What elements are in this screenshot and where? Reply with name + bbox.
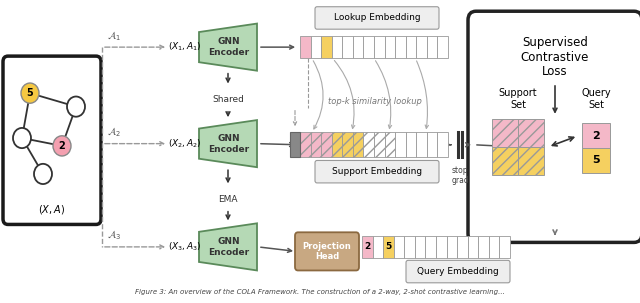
Text: $\mathcal{A}_2$: $\mathcal{A}_2$: [107, 125, 121, 139]
Bar: [582, 123, 610, 148]
Circle shape: [21, 83, 39, 103]
Text: $\mathcal{A}_1$: $\mathcal{A}_1$: [107, 29, 121, 43]
Polygon shape: [199, 120, 257, 167]
Text: 5: 5: [592, 155, 600, 165]
Polygon shape: [199, 24, 257, 71]
FancyBboxPatch shape: [315, 161, 439, 183]
Circle shape: [13, 128, 31, 148]
Bar: [406, 132, 416, 157]
Bar: [332, 132, 342, 157]
FancyBboxPatch shape: [315, 7, 439, 29]
Text: stop
grad: stop grad: [451, 166, 469, 185]
Text: Query
Set: Query Set: [581, 88, 611, 110]
Bar: [427, 36, 437, 58]
Text: Figure 3: An overview of the COLA Framework. The construction of a 2-way, 2-shot: Figure 3: An overview of the COLA Framew…: [135, 289, 505, 295]
Bar: [427, 132, 437, 157]
Text: 2: 2: [592, 131, 600, 141]
Text: EMA: EMA: [218, 195, 237, 204]
Bar: [310, 132, 321, 157]
Text: $(X_2,A_2)$: $(X_2,A_2)$: [168, 137, 202, 150]
Text: Query Embedding: Query Embedding: [417, 267, 499, 276]
Bar: [364, 36, 374, 58]
Bar: [582, 148, 610, 173]
Bar: [385, 132, 395, 157]
Bar: [290, 132, 300, 157]
Bar: [468, 236, 478, 258]
Text: Support
Set: Support Set: [499, 88, 538, 110]
Bar: [478, 236, 489, 258]
Bar: [489, 236, 499, 258]
Bar: [437, 132, 448, 157]
Text: GNN
Encoder: GNN Encoder: [209, 37, 250, 57]
Circle shape: [34, 164, 52, 184]
Text: 2: 2: [59, 141, 65, 151]
Circle shape: [53, 136, 71, 156]
Text: $\mathcal{A}_3$: $\mathcal{A}_3$: [107, 228, 121, 242]
Text: Supervised: Supervised: [522, 36, 588, 49]
Text: Support Embedding: Support Embedding: [332, 167, 422, 176]
FancyBboxPatch shape: [406, 260, 510, 283]
Bar: [364, 132, 374, 157]
Bar: [362, 236, 372, 258]
Bar: [457, 236, 468, 258]
Bar: [406, 36, 416, 58]
Bar: [518, 147, 544, 175]
Bar: [300, 132, 310, 157]
Text: $(X_3,A_3)$: $(X_3,A_3)$: [168, 241, 202, 253]
Bar: [416, 36, 427, 58]
Bar: [492, 119, 518, 147]
Bar: [437, 36, 448, 58]
Bar: [499, 236, 510, 258]
Bar: [300, 36, 310, 58]
Bar: [321, 36, 332, 58]
Bar: [415, 236, 426, 258]
Text: Contrastive: Contrastive: [521, 51, 589, 64]
FancyBboxPatch shape: [295, 232, 359, 271]
Text: $(X,A)$: $(X,A)$: [38, 203, 65, 216]
Bar: [374, 132, 385, 157]
FancyBboxPatch shape: [3, 56, 101, 225]
Bar: [385, 36, 395, 58]
Bar: [395, 36, 406, 58]
Bar: [372, 236, 383, 258]
Bar: [310, 36, 321, 58]
Text: Projection
Head: Projection Head: [303, 242, 351, 261]
Bar: [492, 147, 518, 175]
Text: GNN
Encoder: GNN Encoder: [209, 237, 250, 257]
Bar: [353, 36, 364, 58]
Bar: [374, 36, 385, 58]
Text: GNN
Encoder: GNN Encoder: [209, 134, 250, 154]
Text: 5: 5: [27, 88, 33, 98]
Bar: [447, 236, 457, 258]
Text: Lookup Embedding: Lookup Embedding: [333, 13, 420, 22]
Text: 2: 2: [364, 242, 371, 251]
Bar: [342, 36, 353, 58]
Bar: [395, 132, 406, 157]
FancyBboxPatch shape: [468, 11, 640, 242]
Bar: [394, 236, 404, 258]
Bar: [342, 132, 353, 157]
Text: $(X_1,A_1)$: $(X_1,A_1)$: [168, 41, 202, 53]
Text: Loss: Loss: [542, 65, 568, 78]
Bar: [518, 119, 544, 147]
Bar: [321, 132, 332, 157]
Bar: [404, 236, 415, 258]
Text: Shared: Shared: [212, 95, 244, 104]
Circle shape: [67, 97, 85, 117]
Bar: [436, 236, 447, 258]
Text: 5: 5: [385, 242, 392, 251]
Bar: [383, 236, 394, 258]
Polygon shape: [199, 223, 257, 271]
Bar: [426, 236, 436, 258]
Bar: [416, 132, 427, 157]
Text: top-k similarity lookup: top-k similarity lookup: [328, 96, 422, 105]
Bar: [353, 132, 364, 157]
Bar: [332, 36, 342, 58]
